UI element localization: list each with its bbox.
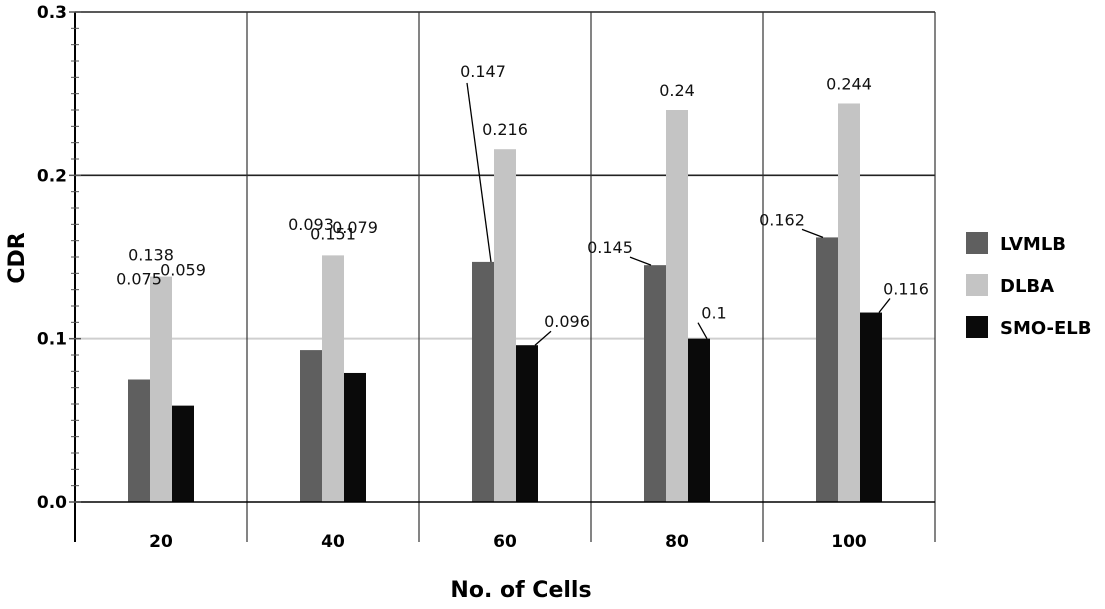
data-label: 0.093	[288, 215, 334, 234]
x-tick-label: 60	[493, 532, 517, 552]
bar-dlba	[322, 255, 344, 502]
bar-smo-elb	[516, 345, 538, 502]
legend-swatch-smo-elb	[966, 316, 988, 338]
leader-lines-layer	[466, 82, 891, 346]
label-leader-line	[466, 82, 492, 262]
label-leader-line	[534, 330, 552, 346]
legend-swatch-dlba	[966, 274, 988, 296]
bar-dlba	[494, 149, 516, 502]
legend-label-smo-elb: SMO-ELB	[1000, 318, 1091, 339]
x-tick-label: 100	[831, 532, 867, 552]
bar-lvmlb	[644, 265, 666, 502]
label-leader-line	[878, 298, 891, 313]
y-axis-title: CDR	[5, 232, 30, 283]
data-label: 0.147	[460, 62, 506, 81]
legend: LVMLB DLBA SMO-ELB	[966, 232, 1091, 339]
bar-lvmlb	[300, 350, 322, 502]
bar-lvmlb	[816, 237, 838, 502]
x-tick-label: 20	[149, 532, 173, 552]
data-label: 0.145	[587, 238, 633, 257]
data-label: 0.059	[160, 261, 206, 280]
data-label: 0.216	[482, 120, 528, 139]
bar-smo-elb	[688, 338, 710, 502]
x-axis-title: No. of Cells	[450, 578, 591, 603]
bars-layer	[128, 103, 882, 502]
data-label: 0.1	[701, 304, 726, 323]
bar-dlba	[666, 110, 688, 502]
x-tick-label: 80	[665, 532, 689, 552]
data-label: 0.096	[544, 312, 590, 331]
bar-dlba	[838, 103, 860, 502]
legend-label-dlba: DLBA	[1000, 276, 1054, 297]
axes-layer: 0.0 0.1 0.2 0.3 20 40 60 80 100	[37, 3, 935, 552]
data-label: 0.138	[128, 246, 174, 265]
data-label: 0.151	[310, 224, 356, 243]
data-label: 0.162	[759, 210, 805, 229]
x-tick-label: 40	[321, 532, 345, 552]
legend-swatch-lvmlb	[966, 232, 988, 254]
bar-smo-elb	[172, 405, 194, 502]
data-label: 0.079	[332, 218, 378, 237]
y-tick-label: 0.1	[37, 330, 67, 350]
label-leader-line	[697, 322, 708, 339]
y-tick-label: 0.0	[37, 493, 67, 513]
label-leader-line	[629, 256, 652, 266]
y-tick-label: 0.3	[37, 3, 67, 23]
data-label: 0.24	[659, 81, 695, 100]
data-labels-layer: 0.075 0.093 0.147 0.145 0.162 0.138 0.151 0.216…	[116, 62, 929, 331]
y-tick-label: 0.2	[37, 166, 67, 186]
bar-lvmlb	[128, 379, 150, 502]
bar-dlba	[150, 276, 172, 502]
bar-lvmlb	[472, 261, 494, 502]
data-label: 0.116	[883, 280, 929, 299]
label-leader-line	[801, 228, 824, 239]
bar-smo-elb	[344, 372, 366, 502]
data-label: 0.075	[116, 270, 162, 289]
legend-label-lvmlb: LVMLB	[1000, 234, 1066, 255]
data-label: 0.244	[826, 74, 872, 93]
bar-smo-elb	[860, 312, 882, 502]
